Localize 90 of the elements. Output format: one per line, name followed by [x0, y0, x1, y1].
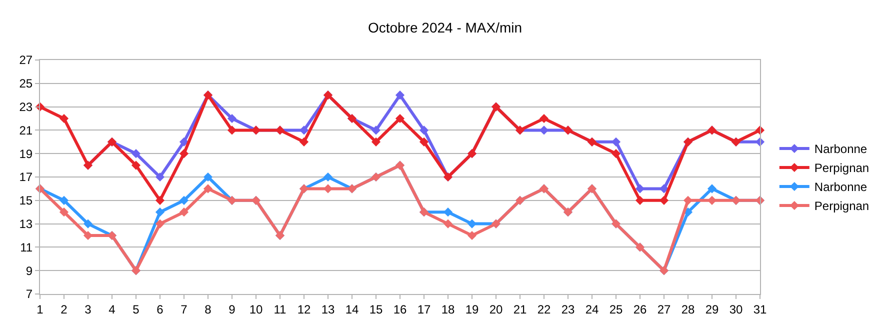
point	[467, 230, 477, 240]
y-tick-label: 21	[19, 123, 33, 138]
x-tick-label: 30	[729, 302, 743, 316]
point	[59, 196, 69, 205]
x-tick-label: 12	[297, 302, 311, 316]
x-tick-label: 20	[489, 302, 503, 316]
x-tick-label: 18	[441, 302, 455, 316]
point	[611, 149, 621, 158]
point	[635, 184, 645, 194]
point	[539, 126, 549, 135]
point	[323, 172, 333, 182]
point	[131, 160, 141, 170]
point	[59, 208, 69, 217]
point	[203, 172, 213, 182]
y-tick-label: 9	[26, 264, 33, 278]
point	[659, 184, 669, 194]
x-tick-label: 1	[36, 302, 44, 316]
point	[395, 114, 405, 124]
x-tick-label: 2	[60, 302, 68, 316]
y-tick-label: 25	[19, 76, 33, 91]
x-tick-label: 4	[108, 302, 116, 316]
y-tick-label: 11	[20, 240, 33, 254]
point	[323, 184, 333, 194]
x-tick-label: 14	[345, 302, 359, 316]
x-tick-label: 25	[609, 302, 623, 316]
legend-label: Perpignan	[814, 199, 870, 214]
x-tick-label: 23	[561, 302, 575, 316]
x-tick-label: 21	[513, 302, 527, 316]
point	[179, 137, 189, 146]
y-tick-label: 7	[26, 287, 33, 302]
point	[131, 149, 141, 158]
x-tick-label: 26	[633, 302, 647, 316]
x-tick-label: 7	[180, 302, 188, 316]
point	[179, 149, 189, 158]
x-tick-label: 28	[681, 302, 695, 316]
point	[659, 196, 669, 205]
point	[155, 172, 165, 182]
x-tick-label: 27	[657, 302, 671, 316]
x-tick-label: 17	[417, 302, 431, 316]
point	[203, 184, 213, 194]
point	[179, 196, 189, 205]
x-tick-label: 11	[274, 302, 287, 316]
point	[707, 196, 717, 205]
legend-label: Perpignan	[814, 161, 870, 176]
x-tick-label: 24	[585, 302, 599, 316]
chart-title: Octobre 2024 - MAX/min	[368, 19, 522, 36]
point	[683, 196, 693, 205]
point	[155, 208, 165, 217]
point	[635, 196, 645, 205]
x-tick-label: 15	[369, 302, 383, 316]
point	[299, 126, 309, 135]
point	[371, 126, 381, 135]
x-tick-label: 19	[465, 302, 479, 316]
y-tick-label: 19	[19, 146, 33, 161]
x-tick-label: 29	[705, 302, 719, 316]
point	[443, 208, 453, 217]
point	[227, 114, 237, 124]
point	[179, 208, 189, 217]
point	[467, 219, 477, 228]
point	[299, 137, 309, 146]
point	[155, 196, 165, 205]
y-tick-label: 23	[19, 100, 33, 114]
x-tick-label: 9	[228, 302, 236, 316]
point	[395, 90, 405, 100]
x-tick-label: 31	[753, 302, 767, 316]
point	[227, 126, 237, 135]
x-tick-label: 22	[537, 302, 551, 316]
y-tick-label: 15	[19, 194, 33, 208]
y-tick-label: 27	[19, 53, 33, 68]
legend-label: Narbonne	[814, 180, 868, 194]
point	[539, 114, 549, 124]
x-tick-label: 3	[84, 302, 92, 316]
point	[707, 184, 717, 194]
legend-label: Narbonne	[814, 142, 868, 156]
point	[371, 137, 381, 146]
point	[443, 219, 453, 228]
point	[611, 137, 621, 146]
point	[419, 126, 429, 135]
point	[59, 114, 69, 124]
x-tick-label: 10	[249, 302, 263, 316]
point	[419, 137, 429, 146]
y-tick-label: 13	[19, 217, 33, 231]
x-tick-label: 6	[156, 302, 164, 316]
x-tick-label: 13	[321, 302, 335, 316]
x-tick-label: 16	[393, 302, 407, 316]
x-tick-label: 5	[132, 302, 140, 316]
point	[83, 219, 93, 228]
point	[155, 219, 165, 228]
x-tick-label: 8	[204, 302, 212, 316]
y-tick-label: 17	[19, 170, 33, 184]
